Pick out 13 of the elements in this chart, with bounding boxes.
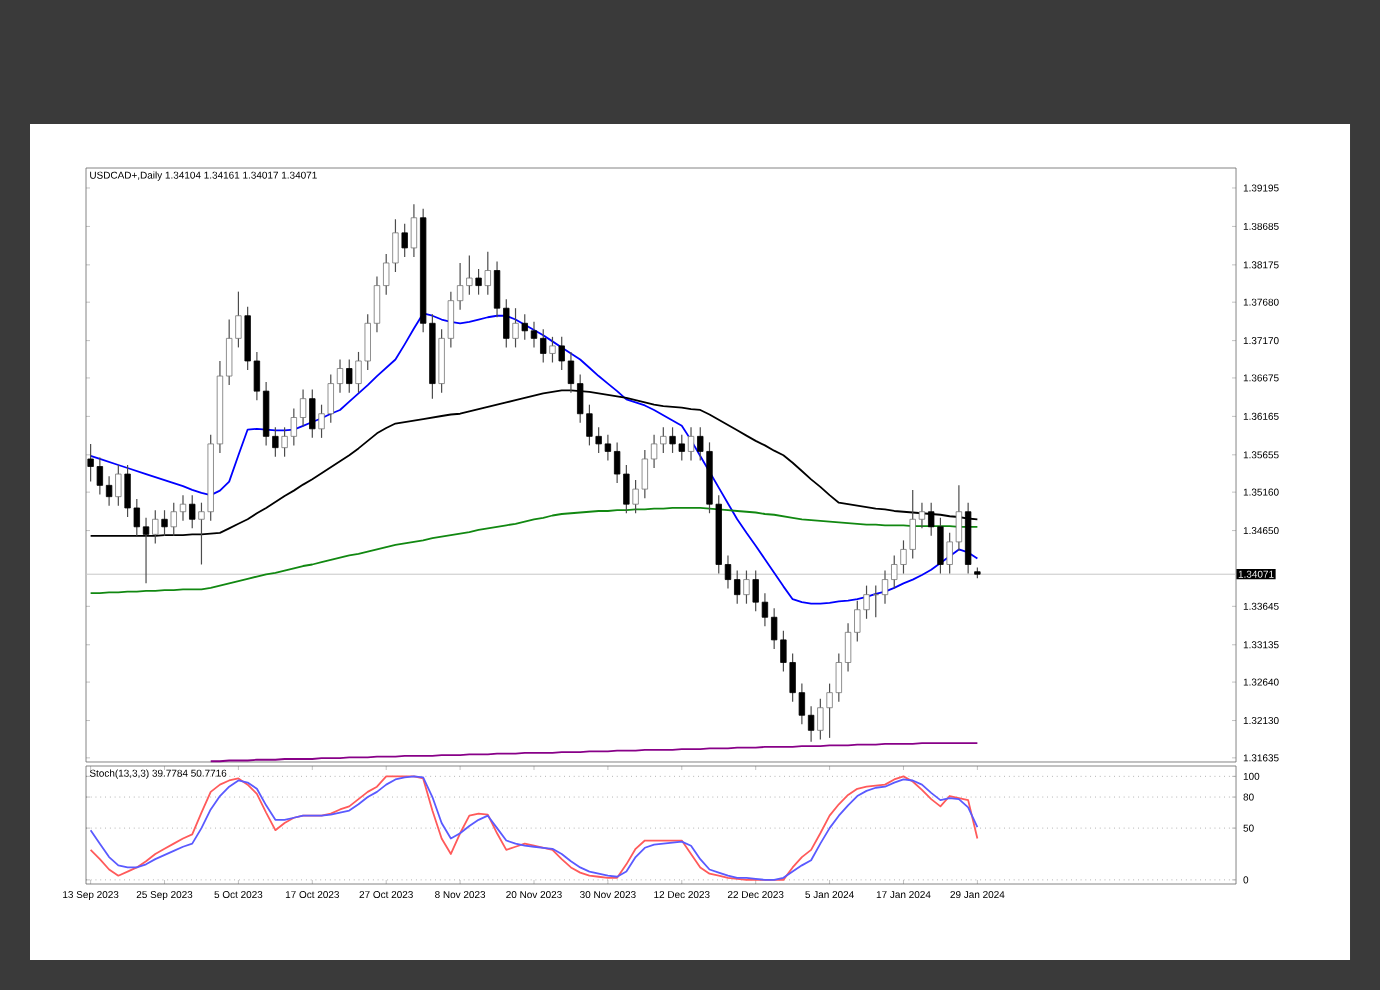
candlestick	[549, 336, 556, 364]
candlestick	[346, 358, 353, 394]
candlestick	[687, 426, 695, 462]
candlestick	[743, 569, 750, 605]
candlestick	[115, 464, 122, 507]
candlestick	[309, 389, 316, 439]
candlestick	[189, 494, 196, 529]
candlestick	[152, 509, 159, 544]
candlestick	[410, 203, 418, 258]
candlestick	[475, 268, 482, 296]
candlestick	[512, 307, 519, 349]
candlestick	[401, 223, 408, 258]
candlestick	[484, 251, 491, 296]
